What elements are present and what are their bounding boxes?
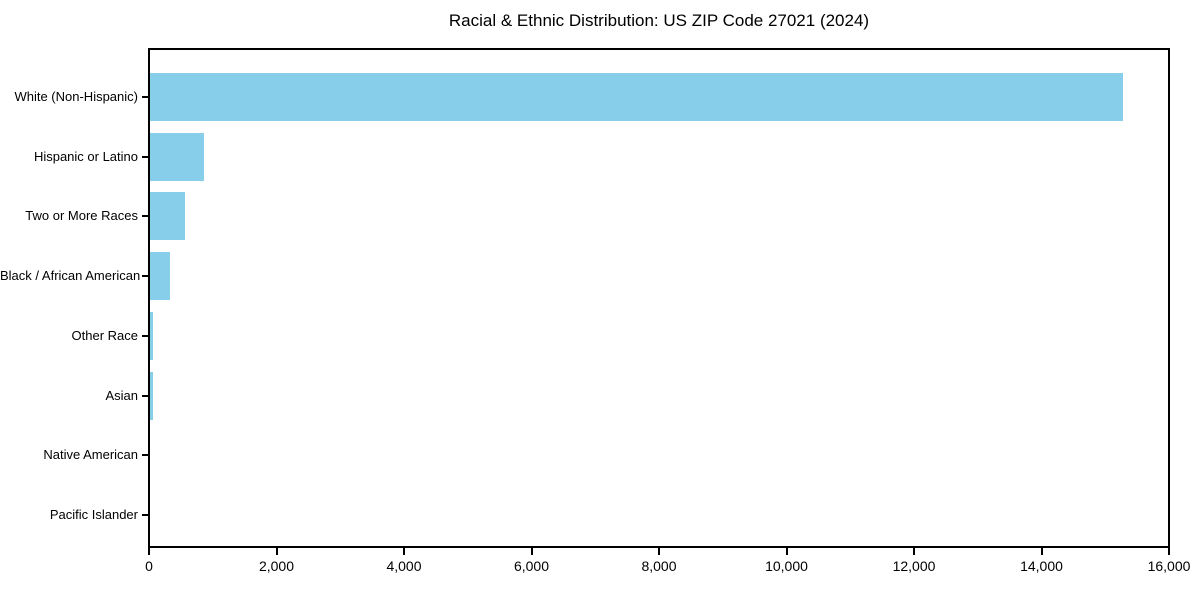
plot-area <box>148 48 1170 548</box>
y-axis-label: White (Non-Hispanic) <box>14 89 138 104</box>
bar <box>150 311 153 360</box>
x-tick-label: 16,000 <box>1147 558 1191 574</box>
x-tick-label: 4,000 <box>386 558 422 574</box>
x-tick <box>530 548 533 555</box>
y-tick <box>142 394 148 397</box>
bar <box>150 192 185 241</box>
y-axis-label: Pacific Islander <box>49 507 138 522</box>
x-tick <box>275 548 278 555</box>
x-tick <box>658 548 660 555</box>
x-tick-label: 12,000 <box>892 558 936 574</box>
y-tick <box>142 215 148 218</box>
x-tick <box>403 548 405 555</box>
x-tick <box>785 548 788 555</box>
y-axis-label: Other Race <box>71 327 138 343</box>
y-axis-label: Asian <box>105 387 138 403</box>
bar <box>150 371 153 420</box>
y-axis-label: Hispanic or Latino <box>33 148 138 164</box>
y-axis-label: Two or More Races <box>25 208 138 224</box>
y-tick <box>142 155 148 158</box>
y-tick <box>142 96 148 98</box>
y-tick <box>142 454 148 457</box>
y-axis-label: Native American <box>43 447 138 463</box>
x-tick <box>913 548 915 555</box>
chart-title: Racial & Ethnic Distribution: US ZIP Cod… <box>448 11 870 30</box>
y-tick <box>142 514 148 516</box>
x-tick-label: 0 <box>145 558 153 574</box>
y-tick <box>142 334 148 337</box>
x-tick-label: 2,000 <box>258 558 295 574</box>
bar <box>150 132 204 181</box>
x-tick <box>148 548 150 555</box>
bar <box>150 73 1123 121</box>
x-tick-label: 10,000 <box>765 558 808 574</box>
x-tick <box>1168 548 1170 555</box>
y-tick <box>142 275 148 278</box>
x-tick <box>1040 548 1043 555</box>
x-tick-label: 6,000 <box>513 558 550 574</box>
y-axis-label: Black / African American <box>0 268 141 284</box>
x-tick-label: 14,000 <box>1020 558 1063 574</box>
x-tick-label: 8,000 <box>641 558 677 574</box>
bar <box>150 252 170 301</box>
